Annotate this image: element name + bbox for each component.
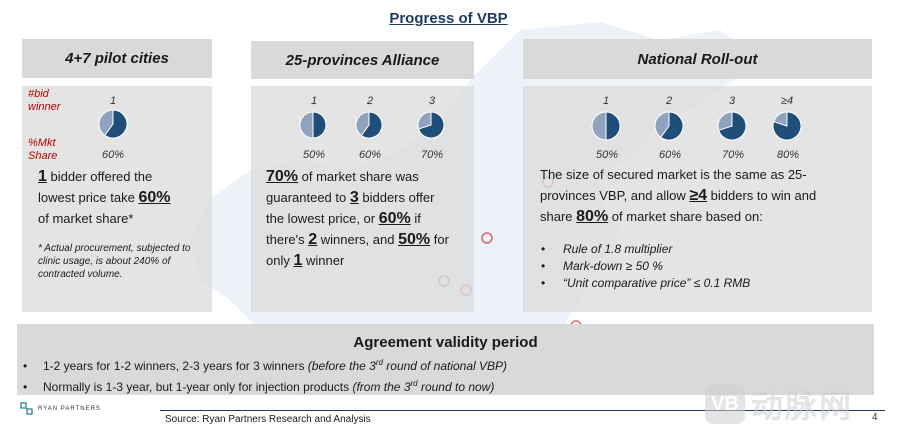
pie-number: 1 bbox=[602, 95, 610, 107]
city-marker bbox=[481, 232, 493, 244]
pie-share-slice bbox=[104, 109, 128, 139]
pie-chart bbox=[299, 111, 327, 139]
pie-percent: 50% bbox=[595, 149, 619, 161]
page-title: Progress of VBP bbox=[389, 10, 508, 27]
pie-number: 1 bbox=[310, 95, 318, 107]
pie-percent: 70% bbox=[420, 149, 444, 161]
pie-chart bbox=[417, 111, 445, 139]
pie-share-slice bbox=[605, 111, 621, 141]
pie-chart bbox=[654, 111, 684, 141]
list-item: Normally is 1-3 year, but 1-year only fo… bbox=[23, 375, 507, 396]
bid-winner-label: #bid winner bbox=[28, 88, 61, 113]
pie-number: ≥4 bbox=[780, 95, 794, 107]
market-share-label: %Mkt Share bbox=[28, 137, 58, 162]
agreement-panel: Agreement validity period 1-2 years for … bbox=[17, 324, 874, 395]
watermark-logo-icon: VB bbox=[705, 384, 745, 424]
national-header: National Roll-out bbox=[523, 39, 872, 79]
pie-percent: 60% bbox=[101, 149, 125, 161]
list-item: “Unit comparative price” ≤ 0.1 RMB bbox=[541, 275, 861, 292]
list-item: 1-2 years for 1-2 winners, 2-3 years for… bbox=[23, 354, 507, 375]
pie-percent: 60% bbox=[358, 149, 382, 161]
agreement-title: Agreement validity period bbox=[353, 334, 538, 351]
pie-number: 2 bbox=[665, 95, 673, 107]
logo-text: RYAN PARTNERS bbox=[38, 406, 101, 412]
national-text: The size of secured market is the same a… bbox=[540, 167, 817, 225]
pie-percent: 60% bbox=[658, 149, 682, 161]
pie-share-slice bbox=[660, 111, 684, 141]
pie-number: 1 bbox=[109, 95, 117, 107]
pie-number: 2 bbox=[366, 95, 374, 107]
watermark-text: 动脉网 bbox=[751, 388, 854, 424]
alliance-header: 25-provinces Alliance bbox=[251, 41, 474, 79]
pie-percent: 70% bbox=[721, 149, 745, 161]
list-item: Rule of 1.8 multiplier bbox=[541, 241, 861, 258]
pie-percent: 80% bbox=[776, 149, 800, 161]
pie-share-slice bbox=[360, 111, 383, 139]
pie-share-slice bbox=[718, 111, 747, 141]
pie-chart bbox=[98, 109, 128, 139]
pilot-text: 1 bidder offered the lowest price take 6… bbox=[38, 168, 171, 226]
pie-number: 3 bbox=[428, 95, 436, 107]
pie-chart bbox=[717, 111, 747, 141]
pie-chart bbox=[591, 111, 621, 141]
ryan-partners-logo: RYAN PARTNERS bbox=[20, 402, 101, 416]
agreement-list: 1-2 years for 1-2 winners, 2-3 years for… bbox=[23, 354, 507, 396]
watermark: VB 动脉网 bbox=[705, 381, 853, 427]
pie-number: 3 bbox=[728, 95, 736, 107]
procurement-note: * Actual procurement, subjected to clini… bbox=[38, 243, 191, 280]
pie-share-slice bbox=[418, 111, 445, 139]
list-item: Mark-down ≥ 50 % bbox=[541, 258, 861, 275]
page-number: 4 bbox=[872, 412, 878, 423]
pie-chart bbox=[772, 111, 802, 141]
pie-percent: 50% bbox=[302, 149, 326, 161]
pie-chart bbox=[355, 111, 383, 139]
national-bullets: Rule of 1.8 multiplier Mark-down ≥ 50 % … bbox=[541, 241, 861, 292]
pie-share-slice bbox=[772, 111, 802, 141]
logo-icon bbox=[20, 402, 33, 415]
pilot-header: 4+7 pilot cities bbox=[22, 39, 212, 78]
alliance-text: 70% of market share was guaranteed to 3 … bbox=[266, 168, 449, 269]
pie-share-slice bbox=[312, 111, 327, 139]
footer-divider bbox=[160, 410, 885, 411]
source-note: Source: Ryan Partners Research and Analy… bbox=[165, 414, 371, 425]
